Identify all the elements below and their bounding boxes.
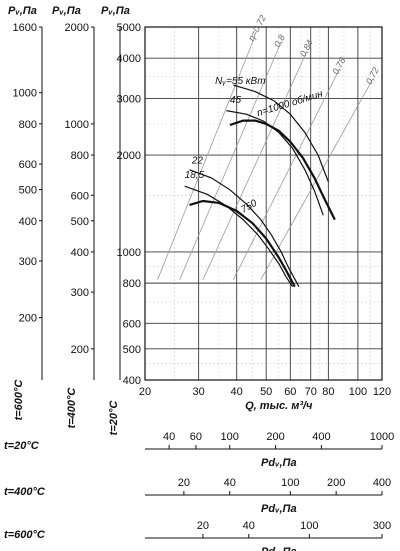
pressure-curve	[189, 199, 296, 288]
y-tick-label: 5000	[117, 22, 141, 34]
y400-tick-label: 500	[71, 216, 89, 228]
power-label: Nᵧ=55 кВт	[215, 76, 265, 87]
pd-tick-label: 100	[221, 431, 239, 443]
column-header: Pᵥ,Па	[101, 5, 130, 17]
x-tick-label: 80	[322, 386, 334, 398]
x-tick-label: 60	[284, 386, 296, 398]
y400-tick-label: 200	[71, 344, 89, 356]
plot-frame	[144, 26, 383, 381]
y400-tick-label: 800	[71, 150, 89, 162]
efficiency-label: η=0,72	[246, 13, 268, 42]
x-tick-label: 30	[193, 386, 205, 398]
efficiency-label: 0,84	[298, 38, 315, 58]
y-tick-label: 2000	[117, 150, 141, 162]
y600-tick-label: 200	[19, 313, 37, 325]
column-header: Pᵥ,Па	[8, 5, 37, 17]
x-tick-label: 70	[305, 386, 317, 398]
power-curve	[189, 169, 300, 287]
pd-tick-label: 300	[373, 520, 391, 532]
y-tick-label: 600	[123, 318, 141, 330]
pd-tick-label: 60	[190, 431, 202, 443]
pd-axis-label: Pdᵥ,Па	[261, 503, 297, 515]
y-tick-label: 4000	[117, 53, 141, 65]
efficiency-line	[232, 68, 340, 280]
pd-tick-label: 400	[373, 477, 391, 489]
pd-tick-label: 100	[281, 477, 299, 489]
pd-tick-label: 40	[243, 520, 255, 532]
power-label: 18,5	[185, 170, 205, 181]
temperature-label: t=20°C	[108, 400, 120, 436]
efficiency-line	[157, 35, 256, 280]
pd-tick-label: 1000	[370, 431, 394, 443]
pd-tick-label: 40	[163, 431, 175, 443]
y-tick-label: 500	[123, 344, 141, 356]
power-curve	[233, 84, 329, 183]
power-curve	[226, 110, 324, 216]
y600-tick-label: 1600	[13, 22, 37, 34]
y-tick-label: 3000	[117, 93, 141, 105]
x-tick-label: 40	[231, 386, 243, 398]
pd-axis-label: Pdᵥ,Па	[261, 457, 297, 469]
y600-tick-label: 600	[19, 159, 37, 171]
efficiency-label: 0,72	[364, 66, 381, 86]
x-tick-label: 100	[349, 386, 367, 398]
y-tick-label: 800	[123, 278, 141, 290]
pd-tick-label: 20	[197, 520, 209, 532]
power-curve	[184, 185, 294, 288]
y-tick-label: 1000	[117, 247, 141, 259]
pd-tick-label: 100	[300, 520, 318, 532]
y600-tick-label: 800	[19, 119, 37, 131]
power-label: 22	[191, 156, 204, 167]
power-label: 45	[230, 95, 242, 106]
efficiency-label: 0,8	[272, 33, 287, 49]
y400-tick-label: 1000	[65, 119, 89, 131]
pd-axis-label: Pdᵥ,Па	[261, 546, 297, 551]
y-tick-label: 400	[123, 375, 141, 387]
y400-tick-label: 2000	[65, 22, 89, 34]
x-tick-label: 120	[373, 386, 391, 398]
temperature-label: t=400°C	[66, 387, 78, 429]
y600-tick-label: 1000	[13, 88, 37, 100]
efficiency-line	[179, 41, 282, 280]
pd-temperature-label: t=400°C	[4, 486, 46, 498]
pd-tick-label: 20	[178, 477, 190, 489]
y600-tick-label: 300	[19, 256, 37, 268]
pd-tick-label: 200	[327, 477, 345, 489]
y400-tick-label: 600	[71, 190, 89, 202]
x-tick-label: 20	[139, 386, 151, 398]
y400-tick-label: 300	[71, 287, 89, 299]
temperature-label: t=600°C	[13, 379, 25, 421]
y600-tick-label: 400	[19, 216, 37, 228]
pd-tick-label: 400	[312, 431, 330, 443]
efficiency-line	[202, 51, 308, 280]
pressure-curve	[229, 119, 336, 221]
x-tick-label: 50	[260, 386, 272, 398]
column-header: Pᵥ,Па	[52, 5, 81, 17]
pd-temperature-label: t=20°C	[4, 440, 40, 452]
pd-tick-label: 40	[224, 477, 236, 489]
y400-tick-label: 400	[71, 247, 89, 259]
pd-tick-label: 200	[266, 431, 284, 443]
efficiency-line	[260, 78, 374, 280]
x-axis-label: Q, тыс. м³/ч	[245, 400, 313, 412]
pd-temperature-label: t=600°C	[4, 529, 46, 541]
y600-tick-label: 500	[19, 185, 37, 197]
efficiency-label: 0,78	[330, 56, 347, 76]
